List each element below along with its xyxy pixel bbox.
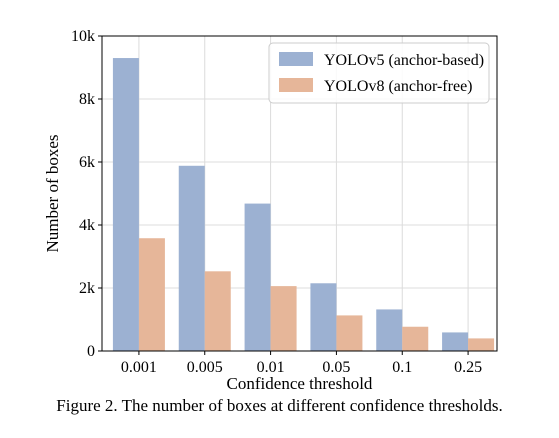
bar-yolov5-0.25 [442, 332, 469, 351]
x-tick-label: 0.25 [454, 359, 482, 376]
x-tick-label: 0.001 [121, 359, 157, 376]
x-ticks: 0.001 0.005 0.01 0.05 0.1 0.25 [121, 351, 482, 376]
legend-box [268, 42, 490, 104]
y-tick-label: 8k [79, 91, 95, 108]
bar-yolov5-0.05 [310, 283, 337, 351]
x-axis-label: Confidence threshold [227, 374, 373, 393]
bar-yolov8-0.01 [270, 286, 297, 351]
bar-yolov8-0.001 [138, 238, 165, 351]
plot-frame [101, 35, 498, 352]
bar-yolov5-0.1 [376, 309, 403, 351]
y-tick-label: 4k [79, 217, 95, 234]
bars [112, 58, 495, 352]
legend-swatch [279, 78, 313, 92]
bar-yolov8-0.005 [204, 271, 231, 351]
bar-yolov8-0.05 [336, 315, 363, 351]
x-tick-label: 0.05 [322, 359, 350, 376]
figure-caption: Figure 2. The number of boxes at differe… [56, 396, 503, 415]
x-tick-label: 0.01 [257, 359, 285, 376]
x-tick-label: 0.1 [392, 359, 412, 376]
y-ticks: 0 2k 4k 6k 8k 10k [71, 28, 102, 360]
y-axis-label: Number of boxes [43, 134, 62, 252]
bar-yolov5-0.005 [178, 165, 205, 351]
bar-yolov5-0.001 [112, 58, 139, 352]
y-tick-label: 6k [79, 154, 95, 171]
y-tick-label: 0 [87, 343, 95, 360]
legend-label: YOLOv8 (anchor-free) [324, 78, 473, 95]
bar-yolov5-0.01 [244, 203, 271, 351]
y-tick-label: 10k [71, 28, 95, 45]
legend-label: YOLOv5 (anchor-based) [324, 52, 484, 69]
y-tick-label: 2k [79, 280, 95, 297]
legend-swatch [279, 52, 313, 66]
x-tick-label: 0.005 [187, 359, 223, 376]
bar-chart: 0.001 0.005 0.01 0.05 0.1 0.25 0 2k 4k 6k 8k 10k C… [43, 28, 498, 393]
bar-yolov8-0.1 [402, 326, 429, 351]
legend: YOLOv5 (anchor-based) YOLOv8 (anchor-free… [268, 42, 490, 104]
bar-yolov8-0.25 [468, 338, 495, 351]
